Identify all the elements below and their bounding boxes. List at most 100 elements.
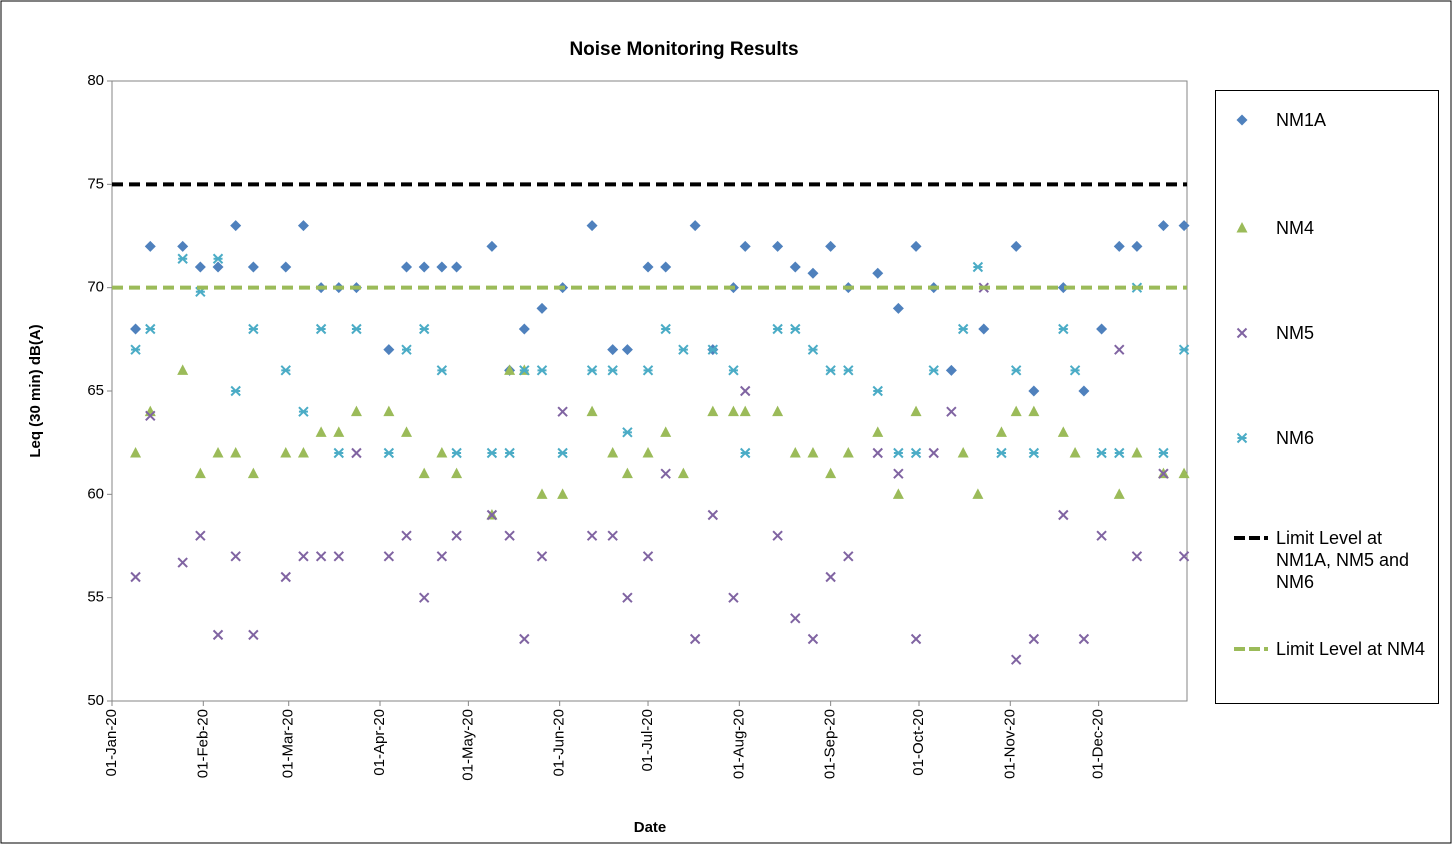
data-point (790, 323, 801, 335)
data-point (297, 447, 309, 458)
y-axis-label: Leq (30 min) dB(A) (27, 324, 44, 457)
x-tick-label: 01-Sep-20 (822, 709, 839, 779)
data-point (504, 530, 515, 541)
data-point (1078, 633, 1090, 645)
data-point (872, 267, 884, 279)
data-point (1114, 344, 1125, 355)
data-point (1028, 633, 1040, 645)
data-point (451, 261, 463, 273)
data-point (586, 220, 598, 232)
data-point (642, 447, 654, 458)
data-point (707, 344, 719, 355)
data-point (315, 323, 327, 335)
legend-label: Limit Level at NM1A, NM5 and NM6 (1276, 528, 1410, 592)
data-point (1096, 447, 1107, 459)
data-point (660, 261, 672, 273)
x-tick-label: 01-Dec-20 (1090, 709, 1107, 779)
data-point (893, 447, 904, 459)
legend-label: NM5 (1276, 323, 1315, 343)
data-point (807, 447, 819, 458)
data-point (1078, 385, 1090, 397)
data-point (621, 344, 633, 356)
data-point (130, 323, 142, 335)
data-point (586, 365, 598, 376)
data-point (1158, 447, 1169, 459)
y-tick-label: 60 (87, 485, 104, 502)
x-tick-label: 01-Oct-20 (910, 709, 927, 776)
data-point (807, 344, 819, 355)
data-point (1131, 551, 1143, 562)
data-point (177, 240, 189, 252)
data-point (843, 365, 854, 376)
data-point (177, 364, 189, 375)
data-point (351, 447, 362, 459)
legend-marker (1236, 327, 1248, 339)
data-point (1113, 488, 1125, 499)
data-point (297, 220, 309, 232)
data-point (972, 261, 984, 273)
data-point (728, 592, 739, 603)
data-point (436, 365, 448, 376)
data-point (689, 220, 701, 232)
legend-symbol (1236, 222, 1248, 233)
data-point (872, 426, 884, 437)
data-point (893, 468, 904, 479)
data-point (383, 405, 395, 417)
data-point (504, 364, 516, 375)
data-point (660, 426, 672, 437)
data-point (383, 447, 395, 459)
data-point (1058, 323, 1069, 335)
data-point (536, 302, 548, 314)
data-point (586, 405, 598, 417)
y-tick-label: 55 (87, 589, 104, 606)
data-point (843, 551, 854, 562)
data-point (436, 447, 448, 458)
data-point (1058, 509, 1069, 521)
data-point (436, 551, 448, 562)
data-point (622, 427, 633, 438)
data-point (892, 488, 904, 499)
data-point (418, 467, 430, 479)
data-point (145, 323, 156, 335)
legend-marker (1236, 222, 1248, 233)
data-point (642, 365, 654, 376)
legend-label: NM4 (1276, 218, 1315, 238)
data-point (689, 633, 701, 645)
data-point (928, 447, 939, 459)
data-point (130, 344, 141, 355)
data-point (315, 551, 327, 562)
data-point (607, 365, 618, 376)
legend-symbol (1236, 327, 1248, 339)
data-point (280, 261, 292, 273)
legend-symbol (1236, 432, 1248, 444)
x-axis-label: Date (634, 819, 667, 836)
data-point (248, 629, 259, 641)
data-point (418, 261, 430, 273)
y-tick-label: 65 (87, 382, 104, 399)
data-point (872, 447, 883, 459)
data-point (825, 365, 836, 376)
data-point (1158, 468, 1169, 479)
legend-entry: Limit Level at NM1A, NM5 and NM6 (1234, 527, 1426, 593)
data-point (519, 633, 530, 645)
data-point (1010, 654, 1022, 665)
data-point (892, 302, 904, 314)
data-point (740, 385, 751, 397)
data-point (740, 447, 751, 459)
data-point (789, 447, 801, 458)
legend-label: NM6 (1276, 428, 1315, 448)
data-point (536, 551, 548, 562)
x-tick-label: 01-May-20 (459, 709, 476, 781)
data-point (401, 261, 413, 273)
data-point (910, 240, 922, 252)
data-point (177, 557, 188, 568)
legend-symbol (1234, 536, 1268, 540)
data-point (451, 530, 462, 541)
data-point (772, 323, 783, 335)
data-point (130, 447, 142, 458)
data-point (978, 323, 990, 335)
data-point (280, 447, 292, 458)
data-point (790, 613, 801, 624)
data-point (280, 571, 291, 583)
data-point (1178, 467, 1190, 479)
